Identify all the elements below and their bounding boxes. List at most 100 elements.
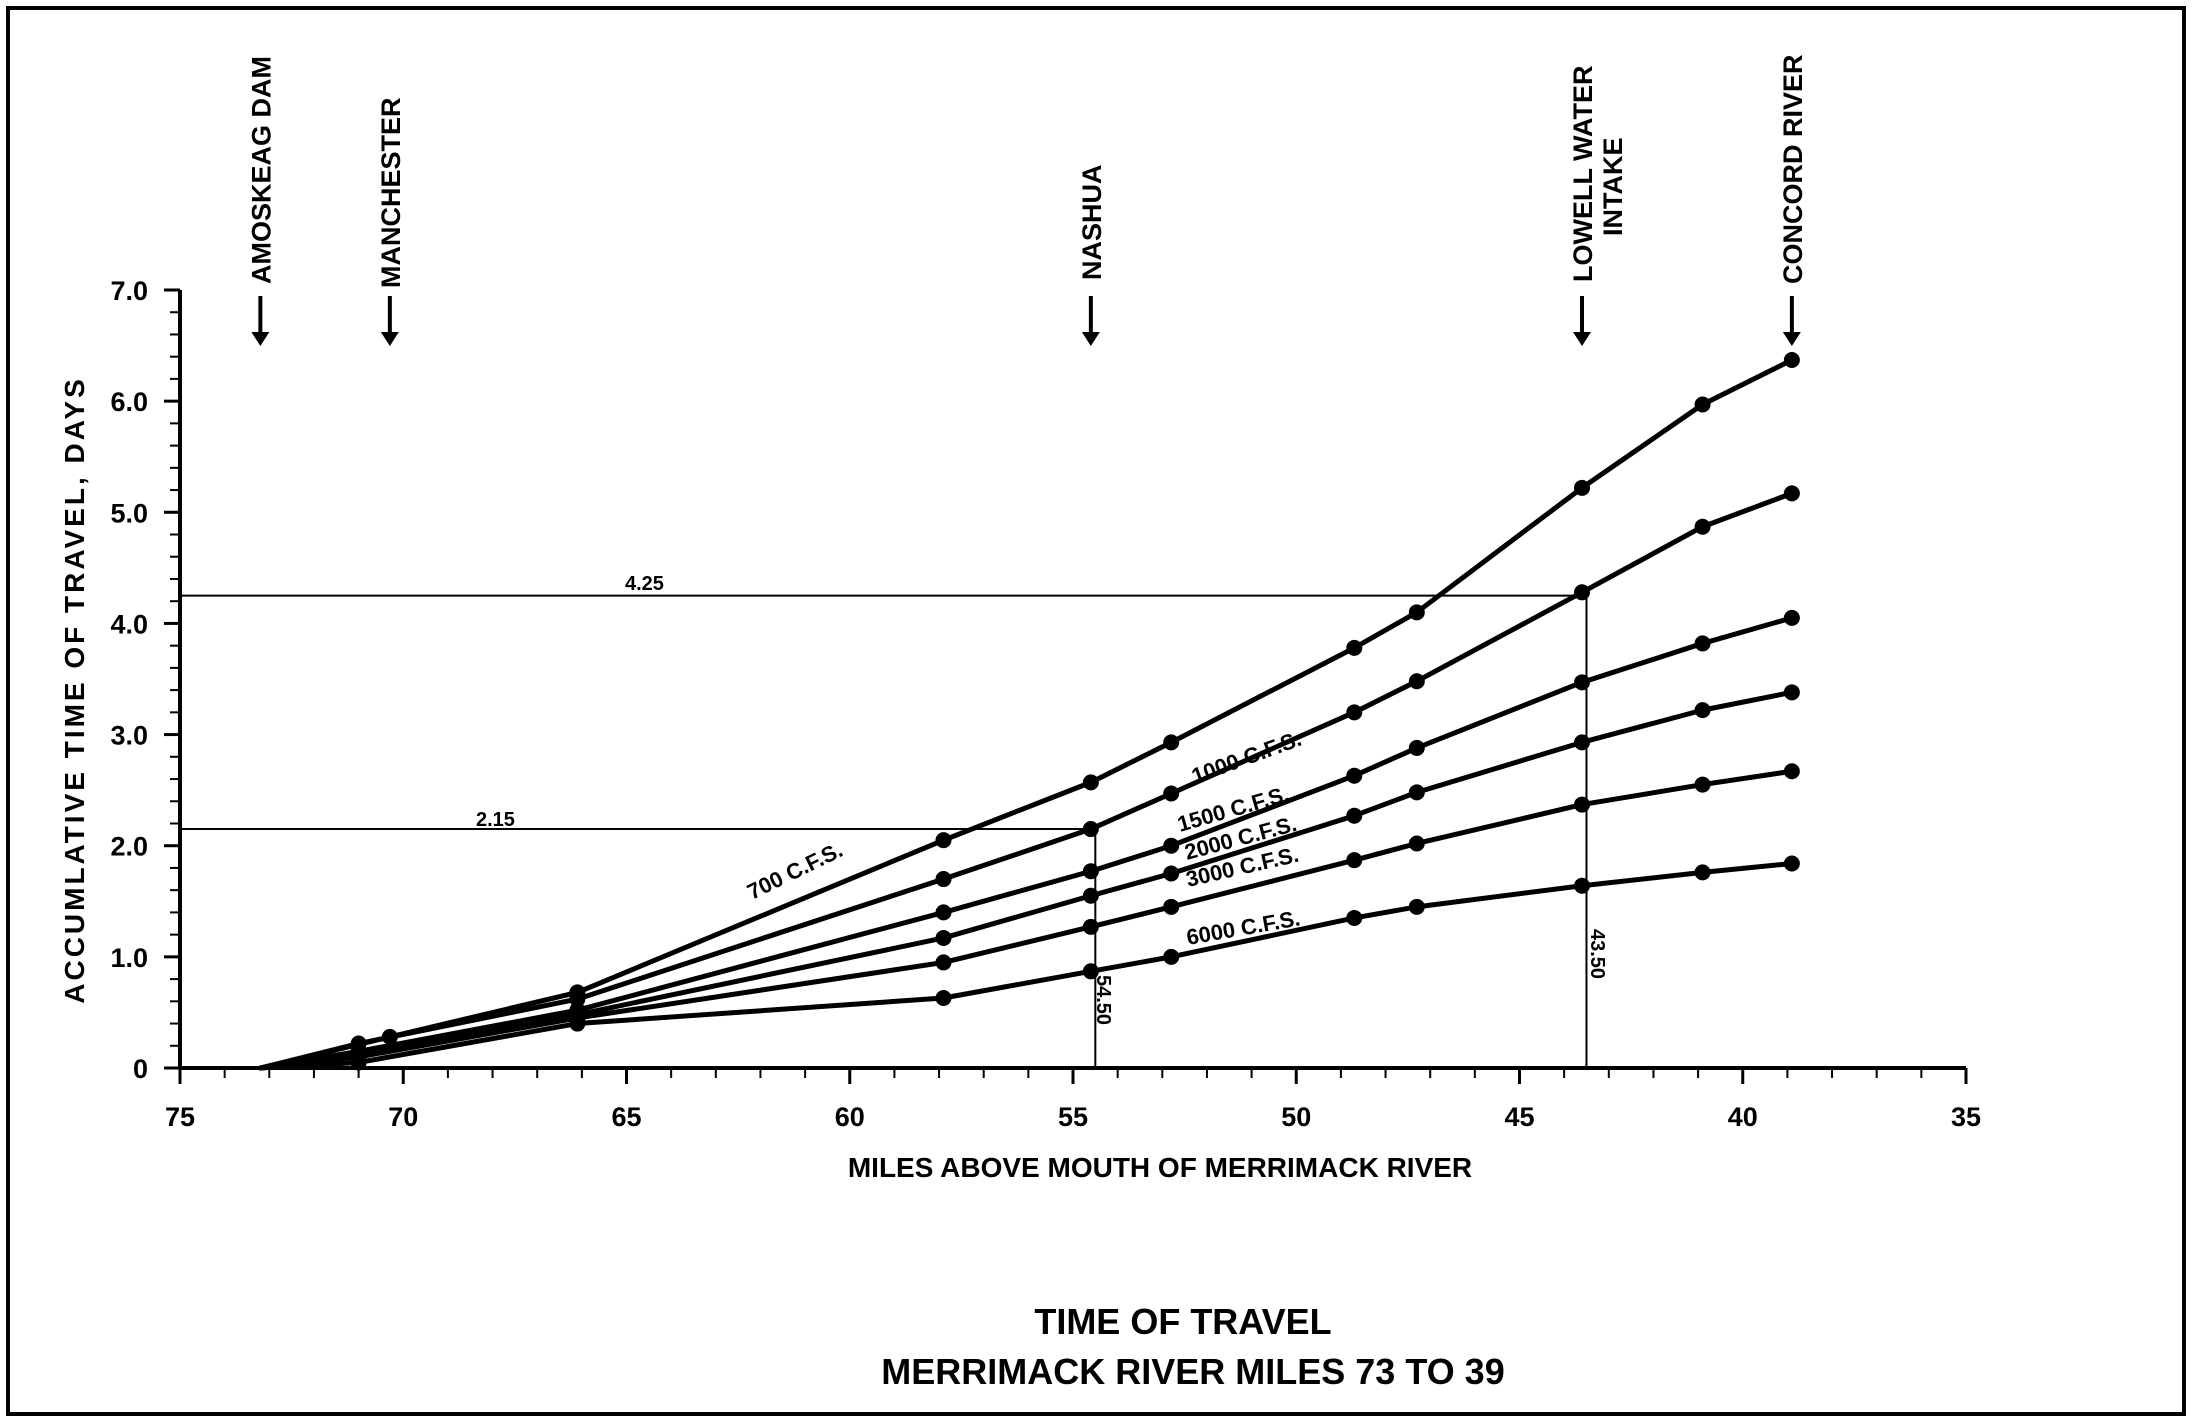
down-arrow-icon — [1081, 332, 1100, 346]
data-point-1000 — [1082, 821, 1099, 838]
data-point-1500 — [1408, 739, 1425, 756]
location-label: INTAKE — [1598, 138, 1628, 237]
data-point-6000 — [1163, 948, 1180, 965]
series-line-700 — [257, 357, 1795, 1071]
y-tick-label: 0 — [133, 1054, 148, 1084]
data-point-2000 — [1082, 887, 1099, 904]
x-tick-label: 70 — [388, 1102, 418, 1132]
y-tick-label: 2.0 — [110, 832, 148, 862]
reference-label: 2.15 — [476, 809, 515, 831]
data-point-700 — [1082, 774, 1099, 791]
data-point-1000 — [1163, 785, 1180, 802]
data-point-1000 — [1694, 518, 1711, 535]
page-frame — [6, 6, 2186, 1416]
x-tick-label: 65 — [611, 1102, 641, 1132]
location-label: AMOSKEAG DAM — [246, 56, 276, 284]
x-tick-label: 75 — [165, 1102, 195, 1132]
data-point-700 — [1408, 604, 1425, 621]
chart-subtitle: MERRIMACK RIVER MILES 73 TO 39 — [881, 1351, 1504, 1392]
data-point-1000 — [569, 991, 586, 1008]
x-tick-label: 60 — [835, 1102, 865, 1132]
chart-title: TIME OF TRAVEL — [1034, 1301, 1331, 1342]
reference-label: 43.50 — [1586, 929, 1608, 979]
location-label: NASHUA — [1077, 164, 1107, 280]
data-point-1500 — [1694, 635, 1711, 652]
data-point-2000 — [1783, 684, 1800, 701]
data-point-3000 — [1408, 835, 1425, 852]
data-point-3000 — [1783, 763, 1800, 780]
data-point-6000 — [569, 1015, 586, 1032]
location-marker: MANCHESTER — [376, 97, 406, 346]
series-lines — [257, 352, 1800, 1071]
data-point-700 — [935, 832, 952, 849]
down-arrow-icon — [380, 332, 399, 346]
y-tick-label: 4.0 — [110, 609, 148, 639]
location-label: MANCHESTER — [376, 97, 406, 288]
x-axis-title: MILES ABOVE MOUTH OF MERRIMACK RIVER — [848, 1152, 1472, 1183]
data-point-1500 — [1082, 863, 1099, 880]
reference-lines — [180, 594, 1588, 1068]
data-point-6000 — [1082, 963, 1099, 980]
data-point-1000 — [1783, 485, 1800, 502]
data-point-2000 — [935, 929, 952, 946]
data-point-2000 — [1163, 865, 1180, 882]
y-tick-label: 6.0 — [110, 387, 148, 417]
data-point-1000 — [1574, 584, 1591, 601]
location-marker: NASHUA — [1077, 164, 1107, 346]
x-tick-label: 55 — [1058, 1102, 1088, 1132]
data-point-1500 — [1783, 609, 1800, 626]
data-point-1000 — [1408, 673, 1425, 690]
data-point-3000 — [1346, 852, 1363, 869]
series-label: 1000 C.F.S. — [1188, 726, 1305, 789]
series-line-6000 — [257, 860, 1795, 1071]
y-tick-label: 7.0 — [110, 276, 148, 306]
data-point-6000 — [1408, 898, 1425, 915]
data-point-6000 — [1783, 855, 1800, 872]
data-point-1000 — [1346, 704, 1363, 721]
down-arrow-icon — [251, 332, 270, 346]
reference-label: 54.50 — [1092, 975, 1114, 1025]
axes: 75 70 65 60 55 50 45 40 35 0 1.0 2.0 3.0 4.0 5.0 6.0 7.0 — [110, 276, 1981, 1132]
data-point-2000 — [1574, 734, 1591, 751]
data-point-2000 — [1694, 702, 1711, 719]
data-point-700 — [1783, 352, 1800, 369]
data-point-2000 — [1346, 807, 1363, 824]
data-point-3000 — [1574, 796, 1591, 813]
data-point-3000 — [935, 954, 952, 971]
location-label: CONCORD RIVER — [1778, 54, 1808, 284]
x-tick-label: 40 — [1728, 1102, 1758, 1132]
data-point-700 — [1346, 639, 1363, 656]
data-point-2000 — [1408, 784, 1425, 801]
y-tick-label: 3.0 — [110, 721, 148, 751]
data-point-6000 — [1346, 909, 1363, 926]
location-marker: AMOSKEAG DAM — [246, 56, 276, 346]
y-tick-label: 5.0 — [110, 498, 148, 528]
location-label: LOWELL WATER — [1568, 66, 1598, 282]
series-label: 700 C.F.S. — [743, 837, 846, 904]
y-axis-title: ACCUMLATIVE TIME OF TRAVEL, DAYS — [59, 376, 90, 1004]
data-point-700 — [1694, 396, 1711, 413]
down-arrow-icon — [1782, 332, 1801, 346]
x-tick-label: 35 — [1951, 1102, 1981, 1132]
x-tick-label: 45 — [1504, 1102, 1534, 1132]
location-marker: LOWELL WATER INTAKE — [1568, 66, 1628, 346]
down-arrow-icon — [1573, 332, 1592, 346]
data-point-1000 — [935, 871, 952, 888]
location-marker: CONCORD RIVER — [1778, 54, 1808, 346]
reference-label: 4.25 — [625, 573, 664, 595]
series-line-1500 — [257, 615, 1795, 1071]
data-point-3000 — [1163, 898, 1180, 915]
data-point-1500 — [1163, 837, 1180, 854]
data-point-6000 — [1694, 864, 1711, 881]
data-point-1500 — [1574, 674, 1591, 691]
data-point-1500 — [935, 904, 952, 921]
data-point-700 — [1574, 479, 1591, 496]
data-point-700 — [1163, 734, 1180, 751]
x-tick-label: 50 — [1281, 1102, 1311, 1132]
data-point-3000 — [1694, 776, 1711, 793]
data-point-6000 — [1574, 877, 1591, 894]
data-point-1500 — [1346, 767, 1363, 784]
data-point-6000 — [935, 989, 952, 1006]
